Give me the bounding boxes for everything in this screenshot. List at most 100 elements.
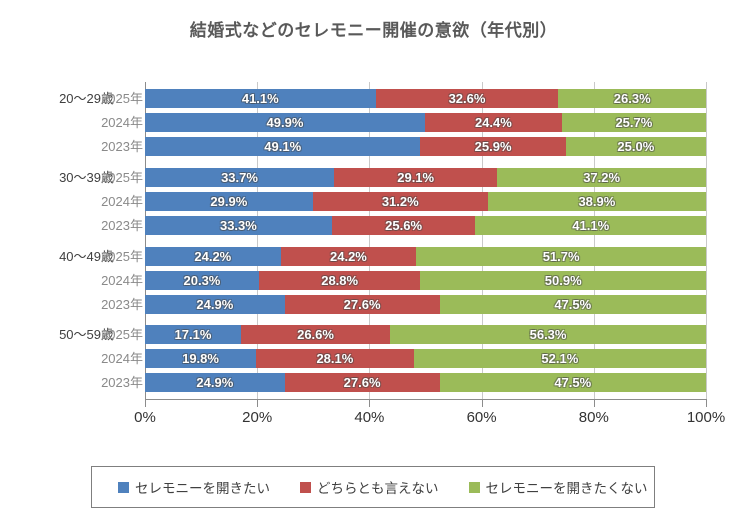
data-label: 24.2% bbox=[330, 249, 367, 264]
data-label: 24.9% bbox=[196, 297, 234, 312]
bar-segment: 26.6% bbox=[240, 325, 391, 344]
bar-segment: 27.6% bbox=[284, 373, 440, 392]
data-label: 28.8% bbox=[321, 273, 359, 288]
data-label: 26.3% bbox=[613, 91, 651, 106]
year-label: 2025年 bbox=[101, 249, 143, 264]
bar-row: 33.7% 29.1% 37.2% bbox=[145, 168, 706, 187]
x-axis-tick bbox=[369, 399, 371, 407]
x-tick-label: 40% bbox=[354, 409, 385, 426]
bar-segment: 29.1% bbox=[334, 168, 498, 187]
data-label: 29.1% bbox=[397, 170, 435, 185]
bar-segment: 25.9% bbox=[420, 137, 566, 156]
bar-segment: 47.5% bbox=[439, 295, 706, 314]
gridline bbox=[593, 82, 595, 399]
group-label: 30～39歳 bbox=[59, 170, 114, 185]
x-axis-tick bbox=[257, 399, 259, 407]
bar-row: 33.3% 25.6% 41.1% bbox=[145, 216, 706, 235]
legend: セレモニーを開きたい どちらとも言えない セレモニーを開きたくない bbox=[91, 466, 655, 508]
group-label: 40～49歳 bbox=[59, 249, 114, 264]
gridline bbox=[706, 82, 707, 399]
bar-segment: 24.2% bbox=[145, 247, 281, 266]
data-label: 24.9% bbox=[196, 375, 234, 390]
data-label: 25.6% bbox=[385, 218, 423, 233]
bar-segment: 52.1% bbox=[413, 349, 706, 368]
bar-segment: 41.1% bbox=[475, 216, 706, 235]
data-label: 28.1% bbox=[316, 351, 354, 366]
bar-segment: 24.2% bbox=[280, 247, 417, 266]
bar-row: 20.3% 28.8% 50.9% bbox=[145, 271, 706, 290]
x-tick-label: 100% bbox=[686, 409, 726, 426]
data-label: 49.9% bbox=[266, 115, 304, 130]
data-label: 31.2% bbox=[381, 194, 419, 209]
data-label: 27.6% bbox=[343, 297, 381, 312]
bar-segment: 25.0% bbox=[565, 137, 706, 156]
bar-row: 19.8% 28.1% 52.1% bbox=[145, 349, 706, 368]
bar-segment: 41.1% bbox=[145, 89, 376, 108]
bar-segment: 28.8% bbox=[258, 271, 421, 290]
data-label: 20.3% bbox=[183, 273, 221, 288]
bar-segment: 31.2% bbox=[312, 192, 488, 211]
data-label: 17.1% bbox=[174, 327, 212, 342]
legend-swatch-icon bbox=[300, 481, 311, 493]
year-label: 2024年 bbox=[101, 115, 143, 130]
gridline bbox=[257, 82, 259, 399]
year-label: 2023年 bbox=[101, 375, 143, 390]
data-label: 51.7% bbox=[542, 249, 580, 264]
data-label: 33.3% bbox=[219, 218, 257, 233]
x-axis-tick bbox=[481, 399, 483, 407]
bar-segment: 33.3% bbox=[145, 216, 332, 235]
data-label: 29.9% bbox=[210, 194, 248, 209]
x-axis-tick bbox=[706, 399, 707, 407]
bar-segment: 28.1% bbox=[256, 349, 414, 368]
legend-label: どちらとも言えない bbox=[317, 481, 439, 496]
data-label: 26.6% bbox=[297, 327, 334, 342]
category-axis-line bbox=[145, 82, 146, 399]
bar-segment: 38.9% bbox=[487, 192, 706, 211]
bar-segment: 24.9% bbox=[145, 295, 285, 314]
x-axis-line bbox=[145, 399, 706, 400]
legend-item: セレモニーを開きたい bbox=[118, 477, 270, 497]
group-label: 50～59歳 bbox=[59, 327, 114, 342]
bar-row: 24.9% 27.6% 47.5% bbox=[145, 373, 706, 392]
data-label: 24.2% bbox=[194, 249, 232, 264]
year-label: 2025年 bbox=[101, 170, 143, 185]
year-label: 2023年 bbox=[101, 297, 143, 312]
bar-segment: 26.3% bbox=[558, 89, 706, 108]
data-label: 52.1% bbox=[541, 351, 579, 366]
bar-row: 29.9% 31.2% 38.9% bbox=[145, 192, 706, 211]
year-label: 2025年 bbox=[101, 327, 143, 342]
bar-segment: 50.9% bbox=[420, 271, 706, 290]
x-tick-label: 80% bbox=[578, 409, 609, 426]
legend-swatch-icon bbox=[118, 481, 129, 493]
bar-row: 49.1% 25.9% 25.0% bbox=[145, 137, 706, 156]
data-label: 37.2% bbox=[583, 170, 621, 185]
bar-row: 49.9% 24.4% 25.7% bbox=[145, 113, 706, 132]
bar-segment: 49.1% bbox=[145, 137, 421, 156]
data-label: 56.3% bbox=[529, 327, 567, 342]
x-tick-label: 60% bbox=[466, 409, 497, 426]
bar-row: 41.1% 32.6% 26.3% bbox=[145, 89, 706, 108]
legend-swatch-icon bbox=[468, 481, 480, 493]
data-label: 41.1% bbox=[572, 218, 610, 233]
gridline bbox=[481, 82, 483, 399]
bar-segment: 24.9% bbox=[145, 373, 285, 392]
bar-segment: 25.6% bbox=[331, 216, 476, 235]
bar-row: 17.1% 26.6% 56.3% bbox=[145, 325, 706, 344]
bar-segment: 19.8% bbox=[145, 349, 257, 368]
bar-row: 24.9% 27.6% 47.5% bbox=[145, 295, 706, 314]
data-label: 25.9% bbox=[474, 139, 512, 154]
bar-segment: 25.7% bbox=[561, 113, 706, 132]
data-label: 41.1% bbox=[241, 91, 279, 106]
data-label: 19.8% bbox=[182, 351, 219, 366]
legend-item: どちらとも言えない bbox=[300, 477, 439, 497]
data-label: 24.4% bbox=[474, 115, 512, 130]
bar-segment: 29.9% bbox=[145, 192, 313, 211]
bar-segment: 51.7% bbox=[416, 247, 706, 266]
x-axis-tick bbox=[593, 399, 595, 407]
legend-item: セレモニーを開きたくない bbox=[468, 477, 648, 497]
legend-label: セレモニーを開きたくない bbox=[485, 481, 648, 496]
data-label: 25.0% bbox=[617, 139, 655, 154]
bar-segment: 37.2% bbox=[497, 168, 706, 187]
data-label: 47.5% bbox=[554, 297, 592, 312]
data-label: 32.6% bbox=[448, 91, 486, 106]
